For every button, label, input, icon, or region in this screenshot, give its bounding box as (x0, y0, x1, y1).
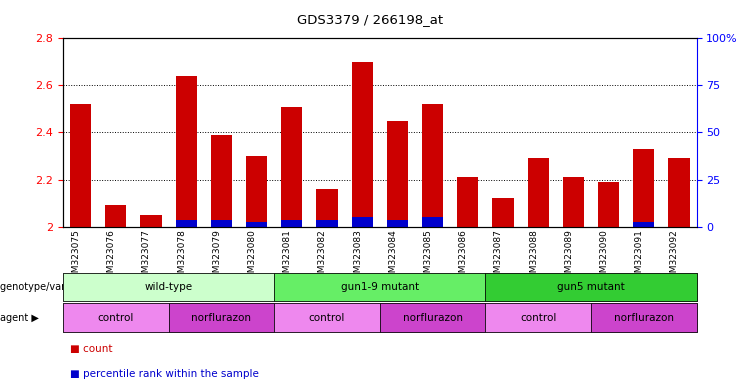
Text: GSM323082: GSM323082 (318, 229, 327, 283)
Text: GSM323089: GSM323089 (565, 229, 574, 284)
Text: agent ▶: agent ▶ (0, 313, 39, 323)
Text: gun1-9 mutant: gun1-9 mutant (341, 282, 419, 292)
Text: gun5 mutant: gun5 mutant (557, 282, 625, 292)
Text: norflurazon: norflurazon (402, 313, 462, 323)
Text: GSM323092: GSM323092 (670, 229, 679, 283)
Bar (281, 220, 302, 227)
Text: control: control (98, 313, 134, 323)
Text: control: control (309, 313, 345, 323)
Text: GSM323081: GSM323081 (283, 229, 292, 284)
Text: ■ count: ■ count (70, 344, 113, 354)
Text: GSM323084: GSM323084 (388, 229, 397, 283)
Text: GSM323077: GSM323077 (142, 229, 151, 284)
Text: GDS3379 / 266198_at: GDS3379 / 266198_at (297, 13, 444, 26)
Text: GSM323076: GSM323076 (107, 229, 116, 284)
Bar (387, 220, 408, 227)
Text: GSM323086: GSM323086 (459, 229, 468, 284)
Bar (422, 217, 443, 227)
Bar (210, 220, 232, 227)
Bar (598, 182, 619, 227)
Bar (176, 220, 197, 227)
Text: GSM323091: GSM323091 (635, 229, 644, 284)
Text: GSM323087: GSM323087 (494, 229, 503, 284)
Bar (210, 135, 232, 227)
Bar (141, 215, 162, 227)
Bar (105, 205, 126, 227)
Bar (281, 107, 302, 227)
Text: GSM323080: GSM323080 (247, 229, 256, 284)
Text: GSM323090: GSM323090 (599, 229, 608, 284)
Text: ■ percentile rank within the sample: ■ percentile rank within the sample (70, 369, 259, 379)
Text: GSM323085: GSM323085 (424, 229, 433, 284)
Bar (492, 198, 514, 227)
Bar (351, 217, 373, 227)
Bar (316, 220, 337, 227)
Bar (246, 222, 267, 227)
Text: norflurazon: norflurazon (614, 313, 674, 323)
Text: wild-type: wild-type (144, 282, 193, 292)
Bar (633, 222, 654, 227)
Bar (668, 158, 689, 227)
Bar (387, 121, 408, 227)
Bar (351, 62, 373, 227)
Bar (422, 104, 443, 227)
Bar (70, 104, 91, 227)
Bar (633, 149, 654, 227)
Bar (528, 158, 548, 227)
Text: genotype/variation ▶: genotype/variation ▶ (0, 282, 103, 292)
Bar (457, 177, 478, 227)
Text: norflurazon: norflurazon (191, 313, 251, 323)
Bar (562, 177, 584, 227)
Bar (246, 156, 267, 227)
Bar (176, 76, 197, 227)
Text: GSM323088: GSM323088 (529, 229, 538, 284)
Text: control: control (520, 313, 556, 323)
Text: GSM323078: GSM323078 (177, 229, 186, 284)
Text: GSM323079: GSM323079 (213, 229, 222, 284)
Text: GSM323083: GSM323083 (353, 229, 362, 284)
Text: GSM323075: GSM323075 (72, 229, 81, 284)
Bar (316, 189, 337, 227)
